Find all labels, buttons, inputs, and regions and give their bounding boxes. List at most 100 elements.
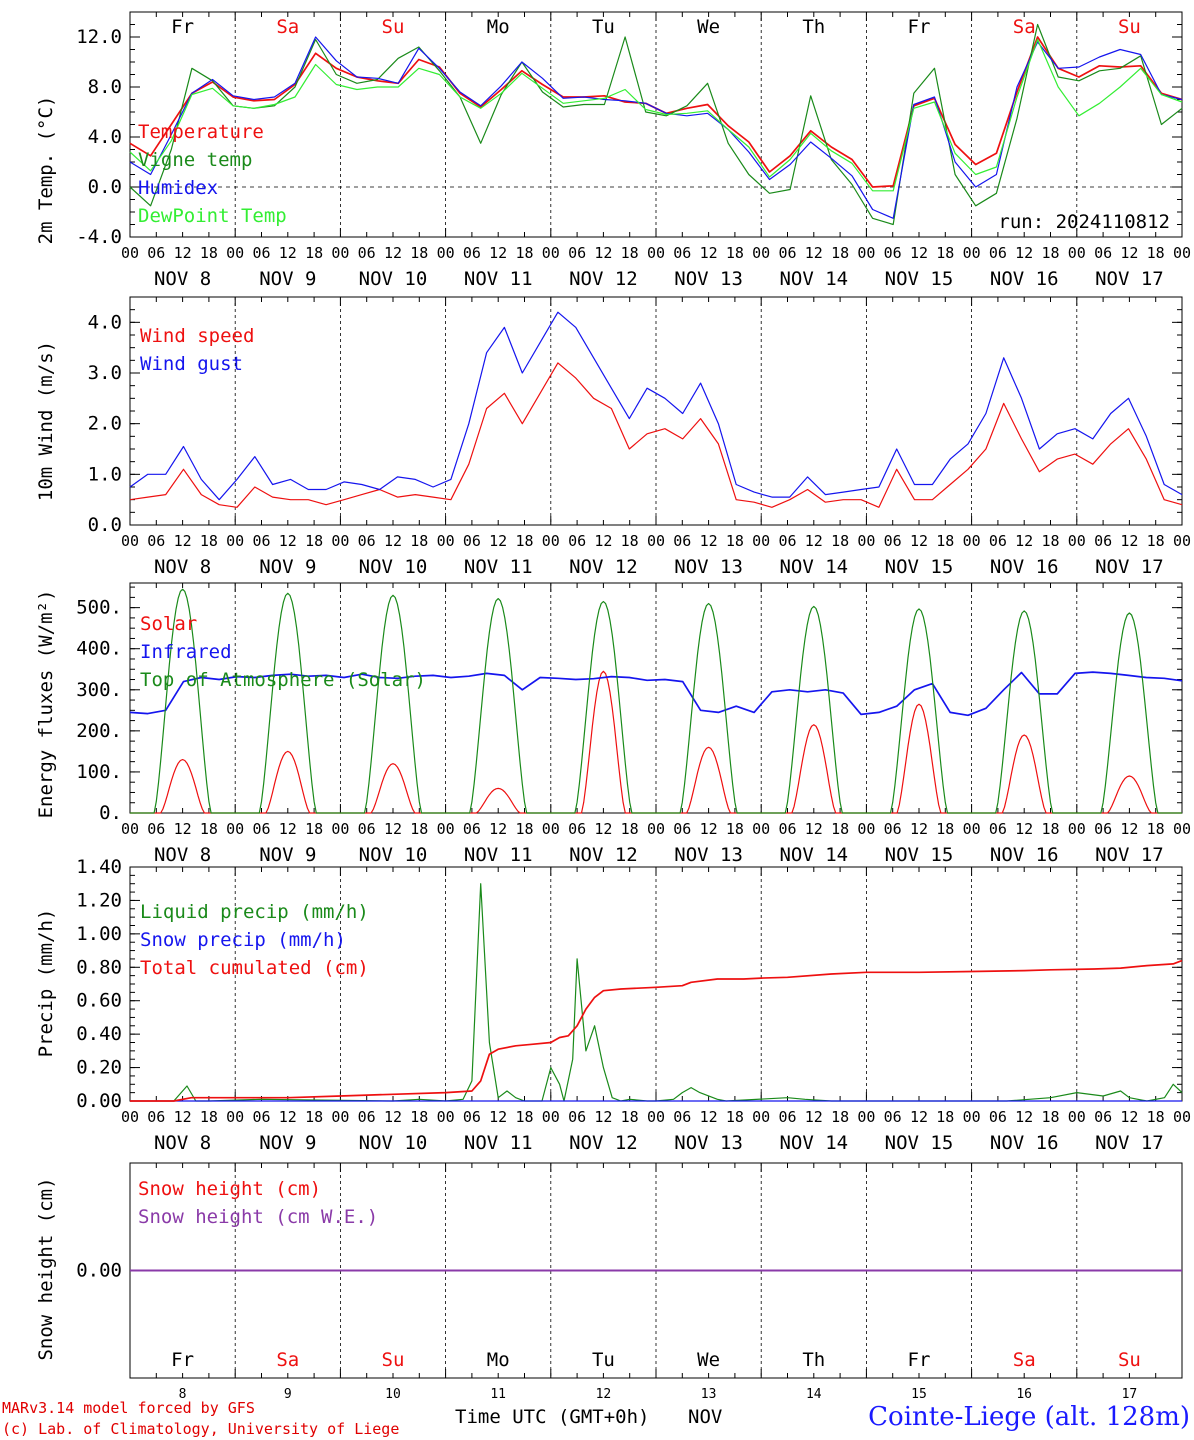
date-label: NOV 8 [154, 1132, 211, 1154]
day-name: Fr [908, 16, 931, 38]
hour-label: 00 [963, 532, 981, 550]
y-tick-label: 1.0 [88, 463, 122, 485]
hour-label: 12 [174, 244, 192, 262]
hour-label: 06 [778, 1108, 796, 1126]
hour-label: 00 [647, 532, 665, 550]
hour-label: 00 [1068, 1108, 1086, 1126]
model-credit: MARv3.14 model forced by GFS [2, 1399, 255, 1417]
date-label: NOV 10 [359, 556, 428, 578]
day-name: Mo [487, 1349, 510, 1371]
day-name: Sa [276, 1349, 299, 1371]
day-number: 17 [1122, 1387, 1138, 1402]
y-tick-label: 0.0 [88, 176, 122, 198]
panel-3: 0. 100. 200. 300. 400. 500. Energy fluxes (W/m… [35, 582, 1191, 866]
hour-label: 18 [936, 820, 954, 838]
hour-label: 06 [778, 532, 796, 550]
hour-label: 06 [778, 244, 796, 262]
hour-label: 18 [831, 820, 849, 838]
hour-label: 06 [358, 532, 376, 550]
hour-label: 00 [1068, 532, 1086, 550]
hour-label: 18 [200, 820, 218, 838]
day-name: Su [382, 1349, 405, 1371]
hour-label: 00 [963, 1108, 981, 1126]
plot-frame [129, 11, 1183, 238]
y-tick-label: 0.20 [76, 1057, 122, 1079]
hour-label: 12 [594, 244, 612, 262]
hour-label: 12 [489, 1108, 507, 1126]
y-tick-label: 0. [99, 802, 122, 824]
hour-label: 00 [542, 244, 560, 262]
hour-label: 06 [1094, 244, 1112, 262]
hour-label: 18 [410, 820, 428, 838]
y-tick-label: 500. [76, 597, 122, 619]
y-tick-label: 0.00 [76, 1260, 122, 1282]
date-label: NOV 13 [674, 844, 743, 866]
date-label: NOV 15 [885, 556, 954, 578]
hour-label: 00 [226, 244, 244, 262]
legend-entry: Snow precip (mm/h) [140, 929, 346, 951]
day-name: Fr [171, 16, 194, 38]
month-label: NOV [688, 1406, 722, 1428]
date-label: NOV 14 [779, 844, 848, 866]
hour-label: 00 [1068, 244, 1086, 262]
hour-label: 06 [884, 1108, 902, 1126]
date-label: NOV 17 [1095, 1132, 1164, 1154]
date-label: NOV 8 [154, 268, 211, 290]
date-label: NOV 14 [779, 1132, 848, 1154]
hour-label: 12 [279, 532, 297, 550]
day-name: Tu [592, 1349, 615, 1371]
y-tick-label: 12.0 [76, 26, 122, 48]
date-label: NOV 15 [885, 1132, 954, 1154]
day-number: 13 [701, 1387, 717, 1402]
panel-5: 0.00 Snow height (cm) Fr 8 Sa 9 Su 10 Mo 11 Tu 12 We… [35, 1162, 1183, 1402]
date-label: NOV 12 [569, 268, 638, 290]
date-label: NOV 9 [259, 1132, 316, 1154]
date-label: NOV 11 [464, 268, 533, 290]
hour-label: 00 [542, 532, 560, 550]
hour-label: 18 [936, 532, 954, 550]
hour-label: 00 [752, 244, 770, 262]
hour-label: 00 [437, 820, 455, 838]
day-name: Th [802, 1349, 825, 1371]
series-line-vigne-temp [129, 23, 1183, 226]
y-axis-label: Snow height (cm) [35, 1177, 57, 1360]
date-label: NOV 13 [674, 1132, 743, 1154]
hour-label: 12 [594, 532, 612, 550]
hour-label: 00 [437, 244, 455, 262]
hour-label: 06 [358, 1108, 376, 1126]
hour-label: 12 [910, 532, 928, 550]
date-label: NOV 8 [154, 556, 211, 578]
y-tick-label: 3.0 [88, 362, 122, 384]
hour-label: 12 [384, 244, 402, 262]
hour-label: 00 [121, 244, 139, 262]
hour-label: 18 [726, 1108, 744, 1126]
hour-label: 00 [647, 820, 665, 838]
legend-entry: Liquid precip (mm/h) [140, 901, 369, 923]
date-label: NOV 13 [674, 556, 743, 578]
hour-label: 00 [1173, 820, 1191, 838]
y-tick-label: 400. [76, 638, 122, 660]
hour-label: 12 [279, 244, 297, 262]
legend-entry: Snow height (cm) [138, 1178, 321, 1200]
hour-label: 12 [910, 1108, 928, 1126]
hour-label: 06 [252, 244, 270, 262]
hour-label: 12 [1015, 532, 1033, 550]
hour-label: 12 [1015, 244, 1033, 262]
day-name: Sa [1013, 16, 1036, 38]
hour-label: 12 [489, 532, 507, 550]
date-label: NOV 16 [990, 268, 1059, 290]
y-axis-label: Energy fluxes (W/m²) [35, 590, 57, 819]
y-tick-label: 0.80 [76, 956, 122, 978]
date-label: NOV 17 [1095, 844, 1164, 866]
hour-label: 06 [673, 820, 691, 838]
x-axis-title: Time UTC (GMT+0h) [455, 1406, 649, 1428]
hour-label: 06 [463, 820, 481, 838]
legend-entry: Wind speed [140, 325, 254, 347]
legend-entry: Temperature [138, 121, 264, 143]
hour-label: 18 [831, 532, 849, 550]
hour-label: 06 [884, 532, 902, 550]
day-number: 9 [284, 1387, 292, 1402]
hour-label: 18 [515, 820, 533, 838]
date-label: NOV 10 [359, 844, 428, 866]
date-label: NOV 15 [885, 268, 954, 290]
